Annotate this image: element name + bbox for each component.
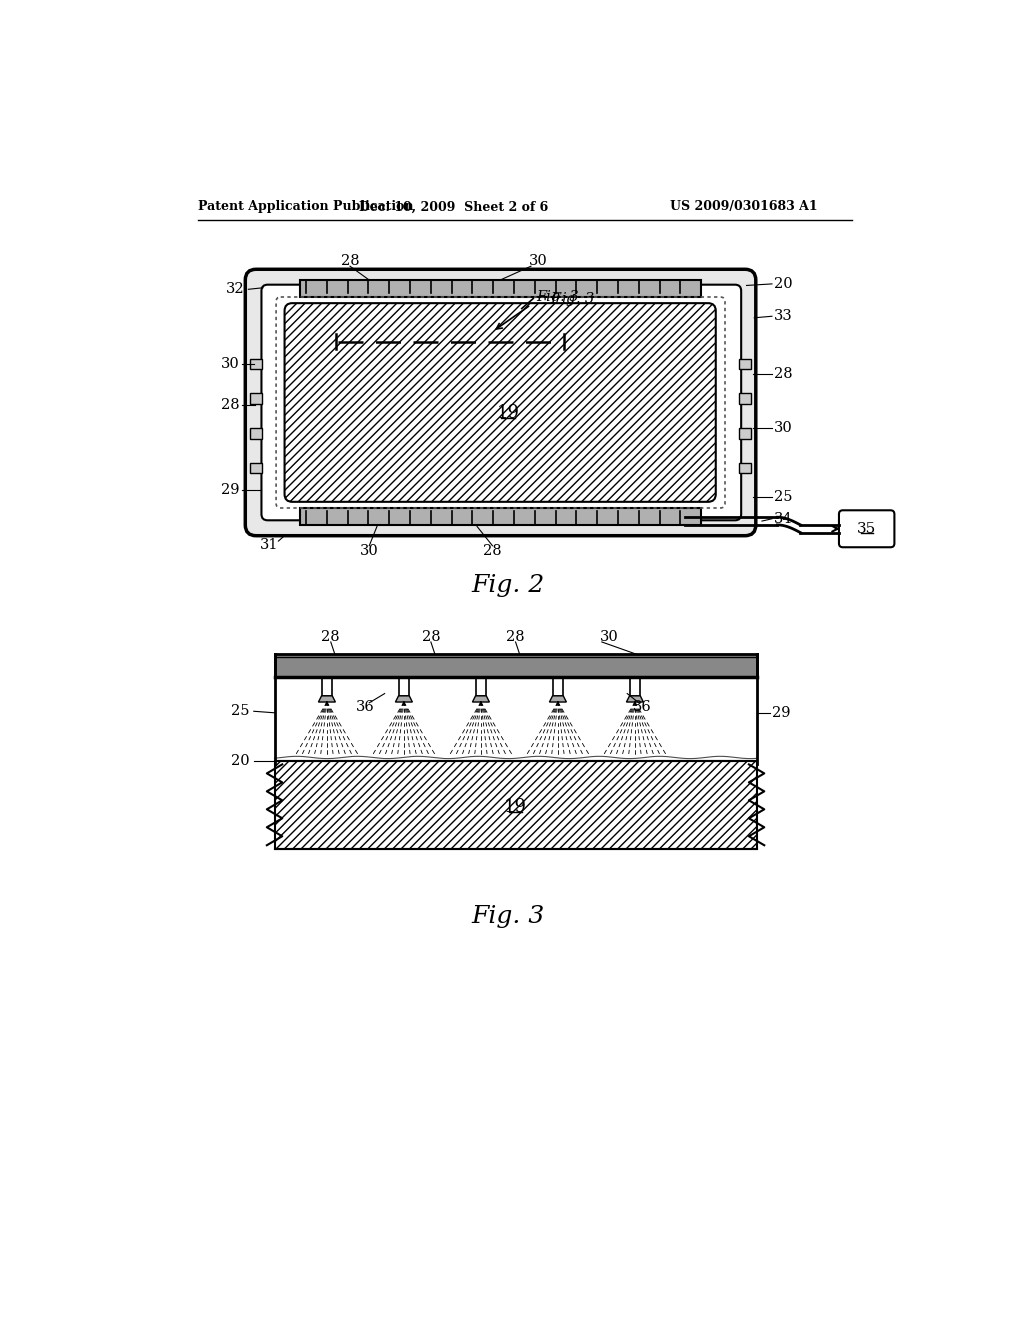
Bar [475, 677, 486, 696]
Text: 30: 30 [529, 253, 548, 268]
Text: 20: 20 [774, 277, 793, 290]
Text: Fig. 2: Fig. 2 [471, 574, 545, 597]
FancyBboxPatch shape [285, 304, 716, 502]
FancyBboxPatch shape [246, 269, 756, 536]
Bar [739, 462, 752, 474]
FancyBboxPatch shape [261, 285, 741, 520]
Text: 25: 25 [231, 705, 250, 718]
Polygon shape [627, 696, 643, 702]
Bar [250, 428, 262, 438]
Text: 20: 20 [231, 754, 250, 767]
Text: 30: 30 [600, 631, 620, 644]
Text: 31: 31 [260, 539, 279, 552]
Text: Fig. 3: Fig. 3 [471, 906, 545, 928]
Text: 28: 28 [774, 367, 793, 381]
Text: Fig. 3: Fig. 3 [537, 290, 579, 304]
FancyBboxPatch shape [839, 511, 894, 548]
Text: 30: 30 [221, 356, 240, 371]
Bar [553, 677, 563, 696]
Text: 28: 28 [483, 544, 502, 558]
Bar [322, 677, 333, 696]
Text: 28: 28 [221, 397, 240, 412]
Text: 25: 25 [774, 490, 793, 504]
Text: 33: 33 [774, 309, 793, 323]
Polygon shape [318, 696, 336, 702]
Text: 30: 30 [774, 421, 793, 434]
Bar [250, 359, 262, 370]
Bar [274, 760, 757, 849]
Polygon shape [395, 696, 413, 702]
Text: Patent Application Publication: Patent Application Publication [198, 201, 413, 214]
Bar [300, 280, 701, 297]
Bar [250, 393, 262, 404]
Text: 34: 34 [774, 512, 793, 525]
Text: 30: 30 [359, 544, 379, 558]
Text: 28: 28 [422, 631, 440, 644]
Polygon shape [472, 696, 489, 702]
Bar [300, 508, 701, 525]
Text: $\neg$ Fig. 3: $\neg$ Fig. 3 [535, 290, 595, 309]
Text: 28: 28 [341, 253, 359, 268]
Polygon shape [550, 696, 566, 702]
Bar [739, 428, 752, 438]
Text: 19: 19 [504, 797, 527, 816]
Bar [398, 677, 410, 696]
Bar [274, 653, 757, 677]
Text: 28: 28 [506, 631, 525, 644]
Text: 29: 29 [221, 483, 240, 496]
Text: US 2009/0301683 A1: US 2009/0301683 A1 [670, 201, 817, 214]
Text: 19: 19 [497, 404, 519, 421]
Bar [630, 677, 640, 696]
Text: 35: 35 [857, 521, 877, 536]
Text: 32: 32 [226, 282, 245, 296]
Bar [250, 462, 262, 474]
Text: Dec. 10, 2009  Sheet 2 of 6: Dec. 10, 2009 Sheet 2 of 6 [359, 201, 549, 214]
Text: 36: 36 [633, 700, 652, 714]
Text: 29: 29 [772, 706, 791, 719]
Text: 36: 36 [356, 700, 375, 714]
Bar [739, 359, 752, 370]
Bar [739, 393, 752, 404]
Text: 28: 28 [322, 631, 340, 644]
